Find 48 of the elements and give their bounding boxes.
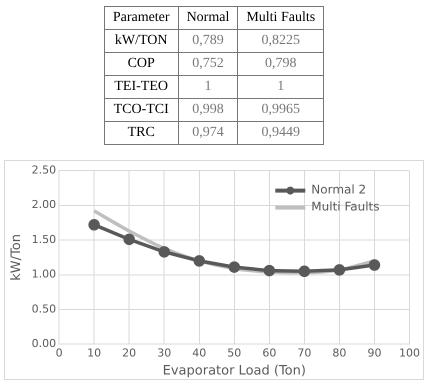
legend-label: Multi Faults xyxy=(311,200,380,214)
text: 1 xyxy=(277,79,284,94)
y-tick-label: 2.00 xyxy=(32,198,56,212)
x-tick-label: 70 xyxy=(297,346,312,360)
y-axis-title: kW/Ton xyxy=(9,234,24,281)
text: 0,9965 xyxy=(262,102,300,117)
y-tick-label: 2.50 xyxy=(32,163,56,176)
point xyxy=(123,234,135,246)
x-tick-label: 90 xyxy=(367,346,382,360)
x-tick-label: 50 xyxy=(227,346,242,360)
category-label: Parameter xyxy=(104,6,178,30)
point xyxy=(228,261,240,273)
category-label: Multi Faults xyxy=(238,6,324,30)
text: 0,798 xyxy=(265,56,296,71)
point xyxy=(158,246,170,258)
text: 0,8225 xyxy=(262,33,300,48)
point xyxy=(298,266,310,278)
x-tick-label: 80 xyxy=(332,346,346,360)
point xyxy=(264,264,276,276)
point xyxy=(194,255,206,267)
text: 1 xyxy=(204,79,212,94)
legend-label: Normal 2 xyxy=(311,182,366,197)
category-label: TCO-TCI xyxy=(114,102,169,117)
x-axis-title: Evaporator Load (Ton) xyxy=(162,364,306,379)
y-tick-label: 0.00 xyxy=(32,337,56,350)
x-tick-label: 20 xyxy=(122,346,136,360)
x-tick-label: 10 xyxy=(87,346,102,360)
text: 0,9449 xyxy=(262,125,300,140)
category-label: Normal xyxy=(178,6,238,30)
text: 0,752 xyxy=(192,56,224,71)
category-label: COP xyxy=(128,56,155,71)
x-tick-label: 60 xyxy=(262,346,276,360)
y-tick-label: 0.50 xyxy=(32,302,56,316)
text: 0,998 xyxy=(192,102,224,117)
x-tick-label: 40 xyxy=(192,346,206,360)
text: 0,789 xyxy=(192,33,224,48)
x-tick-label: 100 xyxy=(399,346,420,360)
y-tick-label: 1.00 xyxy=(32,268,56,281)
point xyxy=(88,219,100,231)
x-tick-label: 30 xyxy=(157,346,172,360)
text: 0,974 xyxy=(192,125,224,140)
point xyxy=(334,264,346,276)
category-label: TRC xyxy=(128,125,155,140)
category-label: TEI-TEO xyxy=(114,79,168,94)
x-tick-label: 0 xyxy=(56,346,63,360)
y-tick-label: 1.50 xyxy=(32,232,56,246)
point xyxy=(368,259,380,271)
category-label: kW/TON xyxy=(114,33,168,48)
